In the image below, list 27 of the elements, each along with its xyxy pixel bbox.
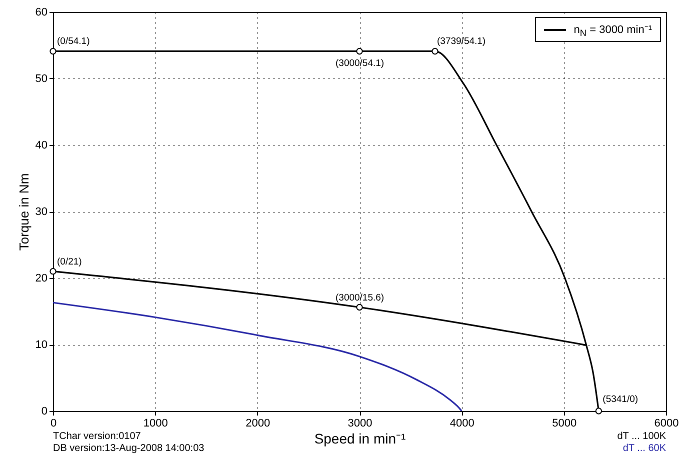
x-tick-label: 2000 xyxy=(246,418,270,430)
y-tick-label: 10 xyxy=(35,339,48,351)
annotation: (3739/54.1) xyxy=(437,36,486,48)
annotation: (0/21) xyxy=(57,256,82,268)
y-tick-label: 30 xyxy=(35,206,48,218)
x-tick-label: 1000 xyxy=(143,418,168,430)
y-tick-label: 0 xyxy=(41,406,48,418)
x-tick-label: 3000 xyxy=(348,418,372,430)
x-tick-label: 5000 xyxy=(552,418,577,430)
y-tick-label: 20 xyxy=(35,272,48,284)
text: dT ... 60K xyxy=(622,443,666,455)
x-tick-label: 6000 xyxy=(654,418,679,430)
y-tick-label: 40 xyxy=(35,140,48,152)
x-axis-title: Speed in min⁻¹ xyxy=(314,430,406,446)
text: TChar version:0107 xyxy=(53,431,141,443)
text: DB version:13-Aug-2008 14:00:03 xyxy=(53,443,204,455)
y-tick-label: 60 xyxy=(35,6,48,18)
x-tick-label: 4000 xyxy=(450,418,474,430)
annotation: (5341/0) xyxy=(602,394,638,405)
annotation: (0/54.1) xyxy=(57,36,90,48)
y-tick-label: 50 xyxy=(35,73,48,85)
legend-label: n$_{N}$ = 3000 min⁻¹ xyxy=(574,23,652,38)
x-tick-label: 0 xyxy=(50,418,57,430)
text: dT ... 100K xyxy=(617,431,666,443)
y-axis-title: Torque in Nm xyxy=(16,173,32,251)
annotation: (3000/15.6) xyxy=(336,292,384,304)
annotation: (3000/54.1) xyxy=(336,58,384,70)
